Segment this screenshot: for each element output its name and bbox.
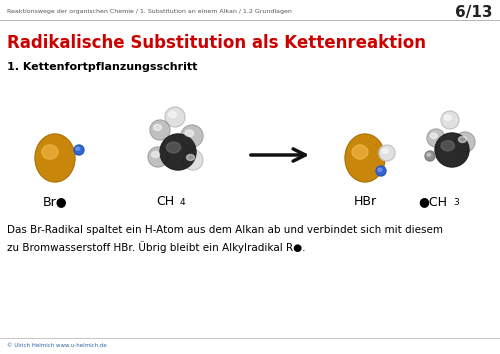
Text: Das Br-Radikal spaltet ein H-Atom aus dem Alkan ab und verbindet sich mit diesem: Das Br-Radikal spaltet ein H-Atom aus de… — [7, 225, 443, 235]
Ellipse shape — [165, 107, 185, 127]
Text: HBr: HBr — [354, 195, 376, 208]
Ellipse shape — [379, 145, 395, 161]
Text: 1. Kettenfortpflanzungsschritt: 1. Kettenfortpflanzungsschritt — [7, 62, 198, 72]
Ellipse shape — [42, 145, 58, 159]
Ellipse shape — [345, 134, 385, 182]
Text: Br●: Br● — [42, 195, 68, 208]
Ellipse shape — [441, 141, 454, 151]
Ellipse shape — [35, 134, 75, 182]
Ellipse shape — [183, 150, 203, 170]
Text: 6/13: 6/13 — [456, 5, 493, 19]
Ellipse shape — [150, 120, 170, 140]
Ellipse shape — [441, 111, 459, 129]
Text: Reaktionswege der organischen Chemie / 1. Substitution an einem Alkan / 1.2 Grun: Reaktionswege der organischen Chemie / 1… — [7, 10, 292, 15]
Text: © Ulrich Helmich www.u-helmich.de: © Ulrich Helmich www.u-helmich.de — [7, 343, 107, 348]
Text: ●CH: ●CH — [418, 195, 447, 208]
Ellipse shape — [378, 168, 382, 171]
Ellipse shape — [152, 152, 160, 158]
Ellipse shape — [435, 133, 469, 167]
Ellipse shape — [455, 132, 475, 152]
Text: Radikalische Substitution als Kettenreaktion: Radikalische Substitution als Kettenreak… — [7, 34, 426, 52]
Ellipse shape — [181, 125, 203, 147]
Ellipse shape — [168, 112, 176, 118]
Ellipse shape — [166, 142, 180, 153]
Ellipse shape — [186, 154, 194, 160]
Ellipse shape — [425, 151, 435, 161]
Text: 3: 3 — [453, 198, 459, 207]
Ellipse shape — [458, 137, 466, 143]
Text: zu Bromwasserstoff HBr. Übrig bleibt ein Alkylradikal R●.: zu Bromwasserstoff HBr. Übrig bleibt ein… — [7, 241, 306, 253]
Ellipse shape — [154, 125, 162, 131]
Ellipse shape — [185, 130, 194, 137]
Ellipse shape — [76, 147, 80, 150]
Ellipse shape — [148, 147, 168, 167]
Ellipse shape — [160, 134, 196, 170]
Ellipse shape — [74, 145, 84, 155]
Ellipse shape — [427, 129, 445, 147]
Text: 4: 4 — [180, 198, 186, 207]
Ellipse shape — [352, 145, 368, 159]
Ellipse shape — [444, 115, 452, 120]
Ellipse shape — [430, 133, 438, 138]
Text: CH: CH — [156, 195, 174, 208]
Ellipse shape — [427, 153, 431, 156]
Ellipse shape — [382, 149, 388, 153]
Ellipse shape — [376, 166, 386, 176]
